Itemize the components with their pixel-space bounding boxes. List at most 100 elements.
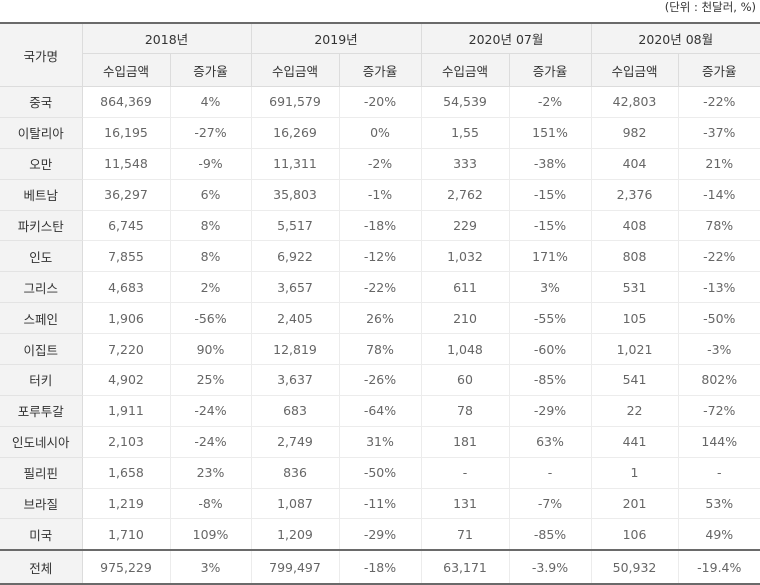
- unit-note: (단위 : 천달러, %): [664, 0, 756, 14]
- amount-2020-08-cell: 408: [590, 210, 679, 242]
- country-name: 이집트: [0, 333, 83, 366]
- amount-2019-cell: 12,819: [250, 333, 339, 366]
- growth-2019-cell: -22%: [338, 271, 421, 304]
- amount-2019-cell: 2,749: [250, 426, 339, 458]
- amount-2020-07-cell: 1,032: [420, 240, 509, 273]
- table-row: 필리핀 1,658 23% 836 -50% - -1-: [0, 457, 760, 489]
- amount-2020-08-cell: 531: [590, 271, 679, 304]
- growth-header: 증가율: [169, 53, 251, 87]
- amount-2020-08-cell: 1,021: [590, 333, 679, 366]
- table-row: 베트남 36,297 6% 35,803 -1% 2,762 -15% 2,376 -14%: [0, 179, 760, 211]
- amount-2018-cell: 1,219: [82, 488, 170, 520]
- growth-header: 증가율: [338, 53, 421, 87]
- growth-2018-cell: 25%: [169, 364, 251, 396]
- growth-2019-cell: -50%: [338, 457, 421, 489]
- total-amount-2019: 799,497: [250, 549, 339, 585]
- table-row: 인도 7,855 8% 6,922 -12% 1,032 171% 808 -22%: [0, 240, 760, 273]
- total-amount-2020-08: 50,932: [590, 549, 679, 585]
- growth-2019-cell: -29%: [338, 518, 421, 551]
- growth-2018-cell: -9%: [169, 148, 251, 180]
- growth-2019-cell: -64%: [338, 395, 421, 427]
- growth-2018-cell: 8%: [169, 210, 251, 242]
- table-row: 이탈리아 16,195 -27% 16,269 0% 1,55 151% 982 -37%: [0, 117, 760, 149]
- amount-2018-cell: 6,745: [82, 210, 170, 242]
- amount-2020-07-cell: 1,048: [420, 333, 509, 366]
- country-name: 그리스: [0, 271, 83, 304]
- table-row: 미국 1,710 109% 1,209 -29% 71 -85% 106 49%: [0, 518, 760, 551]
- growth-2018-cell: -8%: [169, 488, 251, 520]
- growth-2020-07-cell: -60%: [508, 333, 592, 366]
- growth-2020-08-cell: -22%: [677, 86, 760, 118]
- amount-2019-cell: 836: [250, 457, 339, 489]
- total-row: 전체 975,229 3% 799,497 -18% 63,171 -3.9% …: [0, 549, 760, 585]
- total-growth-2020-07: -3.9%: [508, 549, 592, 585]
- amount-2018-cell: 2,103: [82, 426, 170, 458]
- amount-2020-07-cell: 78: [420, 395, 509, 427]
- period-header-2020-08: 2020년 08월: [590, 23, 760, 54]
- growth-2019-cell: 0%: [338, 117, 421, 149]
- amount-2020-07-cell: 54,539: [420, 86, 509, 118]
- growth-2018-cell: 4%: [169, 86, 251, 118]
- growth-2018-cell: 23%: [169, 457, 251, 489]
- growth-2020-08-cell: -37%: [677, 117, 760, 149]
- total-amount-2020-07: 63,171: [420, 549, 509, 585]
- amount-2018-cell: 1,911: [82, 395, 170, 427]
- growth-2020-08-cell: -13%: [677, 271, 760, 304]
- amount-2018-cell: 7,855: [82, 240, 170, 273]
- growth-2020-07-cell: -15%: [508, 210, 592, 242]
- total-amount-2018: 975,229: [82, 549, 170, 585]
- amount-2019-cell: 2,405: [250, 302, 339, 335]
- amount-2019-cell: 683: [250, 395, 339, 427]
- growth-2020-07-cell: -: [508, 457, 592, 489]
- growth-2020-07-cell: 3%: [508, 271, 592, 304]
- growth-2019-cell: 31%: [338, 426, 421, 458]
- amount-2020-07-cell: -: [420, 457, 509, 489]
- amount-header: 수입금액: [590, 53, 679, 87]
- growth-header: 증가율: [677, 53, 760, 87]
- growth-2020-07-cell: 151%: [508, 117, 592, 149]
- amount-2018-cell: 1,710: [82, 518, 170, 551]
- total-growth-2019: -18%: [338, 549, 421, 585]
- amount-header: 수입금액: [81, 53, 170, 87]
- amount-2019-cell: 3,637: [250, 364, 339, 396]
- amount-2020-08-cell: 106: [590, 518, 679, 551]
- growth-2019-cell: -12%: [338, 240, 421, 273]
- table-row: 중국 864,369 4% 691,579 -20% 54,539 -2% 42,803 -22…: [0, 86, 760, 118]
- growth-2018-cell: -24%: [169, 426, 251, 458]
- growth-2020-07-cell: -7%: [508, 488, 592, 520]
- amount-2019-cell: 3,657: [250, 271, 339, 304]
- amount-2020-08-cell: 541: [590, 364, 679, 396]
- total-growth-2020-08: -19.4%: [677, 549, 760, 585]
- amount-2019-cell: 6,922: [250, 240, 339, 273]
- growth-header: 증가율: [508, 53, 592, 87]
- growth-2020-08-cell: 49%: [677, 518, 760, 551]
- growth-2020-08-cell: 78%: [677, 210, 760, 242]
- growth-2020-07-cell: -55%: [508, 302, 592, 335]
- table-row: 스페인 1,906 -56% 2,405 26% 210 -55% 105 -50%: [0, 302, 760, 335]
- country-name: 필리핀: [0, 457, 83, 489]
- table-header: 국가명 2018년 2019년 2020년 07월 2020년 08월 수입금액…: [0, 23, 760, 87]
- amount-2018-cell: 36,297: [82, 179, 170, 211]
- amount-2018-cell: 16,195: [82, 117, 170, 149]
- country-name: 스페인: [0, 302, 83, 335]
- table-row: 브라질 1,219 -8% 1,087 -11% 131 -7% 201 53%: [0, 488, 760, 520]
- growth-2020-08-cell: -3%: [677, 333, 760, 366]
- growth-2019-cell: -20%: [338, 86, 421, 118]
- period-header-2018: 2018년: [81, 23, 251, 54]
- growth-2020-07-cell: -15%: [508, 179, 592, 211]
- amount-2020-07-cell: 60: [420, 364, 509, 396]
- country-name: 베트남: [0, 179, 83, 211]
- table-row: 파키스탄 6,745 8% 5,517 -18% 229 -15% 408 78%: [0, 210, 760, 242]
- growth-2020-08-cell: -14%: [677, 179, 760, 211]
- growth-2019-cell: -11%: [338, 488, 421, 520]
- growth-2018-cell: -24%: [169, 395, 251, 427]
- amount-2020-07-cell: 71: [420, 518, 509, 551]
- amount-2020-08-cell: 441: [590, 426, 679, 458]
- amount-2019-cell: 11,311: [250, 148, 339, 180]
- growth-2019-cell: -26%: [338, 364, 421, 396]
- amount-2019-cell: 691,579: [250, 86, 339, 118]
- country-name: 중국: [0, 86, 83, 118]
- growth-2018-cell: 6%: [169, 179, 251, 211]
- total-growth-2018: 3%: [169, 549, 251, 585]
- growth-2020-07-cell: -2%: [508, 86, 592, 118]
